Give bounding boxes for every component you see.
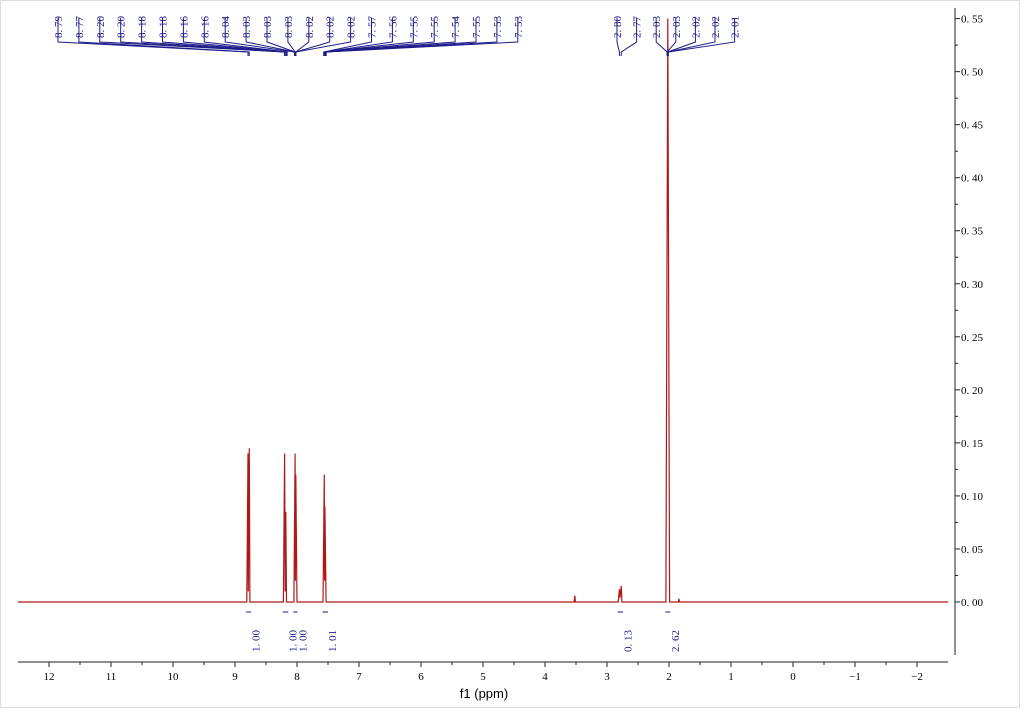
y-tick-label: 0. 00 <box>961 597 984 609</box>
peak-label: 2. 02 <box>710 16 722 38</box>
x-tick-label: 0 <box>790 671 796 683</box>
peak-label: 8. 77 <box>74 16 86 39</box>
integral-label: 0. 13 <box>622 630 634 653</box>
peak-label: 8. 03 <box>283 16 295 39</box>
peak-label: 2. 02 <box>690 16 702 38</box>
peak-label: 8. 02 <box>304 16 316 38</box>
y-tick-label: 0. 25 <box>961 332 984 344</box>
x-tick-label: 11 <box>106 671 117 683</box>
peak-label: 8. 02 <box>346 16 358 38</box>
peak-label: 8. 16 <box>178 16 190 39</box>
peak-label: 8. 79 <box>53 16 65 39</box>
peak-label: 8. 03 <box>262 16 274 39</box>
peak-leader <box>324 18 477 56</box>
peak-leader <box>224 18 296 56</box>
x-tick-label: 5 <box>480 671 486 683</box>
x-tick-label: 8 <box>294 671 300 683</box>
peak-label: 2. 03 <box>671 16 683 39</box>
peak-leader <box>325 18 456 56</box>
x-tick-label: 1 <box>728 671 734 683</box>
peak-leader <box>323 18 393 56</box>
x-tick-label: −2 <box>911 671 923 683</box>
integral-label: 1. 01 <box>327 630 339 652</box>
x-tick-label: −1 <box>849 671 861 683</box>
x-tick-label: 2 <box>666 671 672 683</box>
peak-leader <box>325 18 519 56</box>
peak-leader <box>120 18 286 56</box>
y-tick-label: 0. 35 <box>961 226 984 238</box>
peak-label: 7. 54 <box>450 16 462 39</box>
y-tick-label: 0. 30 <box>961 279 984 291</box>
peak-leader <box>667 18 736 56</box>
x-tick-label: 9 <box>232 671 238 683</box>
y-tick-label: 0. 15 <box>961 438 984 450</box>
x-tick-label: 6 <box>418 671 424 683</box>
peak-label: 2. 03 <box>651 16 663 39</box>
peak-label: 7. 55 <box>429 16 441 39</box>
spectrum-line <box>18 18 948 603</box>
peak-label: 2. 01 <box>730 16 742 38</box>
peak-leader <box>57 18 249 56</box>
x-tick-label: 3 <box>604 671 610 683</box>
peak-leader <box>287 18 296 56</box>
peak-label: 8. 20 <box>116 16 128 39</box>
y-tick-label: 0. 05 <box>961 544 984 556</box>
x-tick-label: 12 <box>44 671 55 683</box>
peak-label: 8. 04 <box>220 16 232 39</box>
peak-label: 2. 80 <box>612 16 624 39</box>
x-tick-label: 10 <box>168 671 180 683</box>
peak-label: 2. 77 <box>632 16 644 39</box>
peak-leader <box>616 18 620 56</box>
y-tick-label: 0. 20 <box>961 385 984 397</box>
integral-label: 1. 00 <box>251 630 263 653</box>
peak-label: 7. 57 <box>367 16 379 39</box>
peak-leader <box>620 18 638 56</box>
x-tick-label: 4 <box>542 671 548 683</box>
peak-label: 7. 53 <box>513 16 525 39</box>
peak-label: 8. 18 <box>158 16 170 39</box>
y-tick-label: 0. 55 <box>961 14 984 26</box>
peak-leader <box>666 18 677 56</box>
peak-label: 8. 20 <box>95 16 107 39</box>
peak-leader <box>203 18 288 56</box>
peak-label: 7. 56 <box>387 16 399 39</box>
y-tick-label: 0. 40 <box>961 173 984 185</box>
x-tick-label: 7 <box>356 671 362 683</box>
integral-label: 2. 62 <box>670 630 682 652</box>
integral-label: 1. 00 <box>288 630 300 653</box>
peak-label: 7. 55 <box>471 16 483 39</box>
peak-leader <box>295 18 352 56</box>
x-axis-label: f1 (ppm) <box>460 686 508 701</box>
peak-label: 7. 53 <box>492 16 504 39</box>
y-tick-label: 0. 50 <box>961 67 984 79</box>
y-tick-label: 0. 45 <box>961 120 984 132</box>
integral-label: 1. 00 <box>297 630 309 653</box>
peak-leader <box>162 18 287 56</box>
peak-leader <box>667 18 716 56</box>
peak-leader <box>323 18 372 56</box>
peak-label: 8. 18 <box>137 16 149 39</box>
peak-label: 8. 16 <box>199 16 211 39</box>
peak-leader <box>78 18 250 56</box>
peak-label: 8. 03 <box>241 16 253 39</box>
y-tick-label: 0. 10 <box>961 491 984 503</box>
peak-label: 7. 55 <box>408 16 420 39</box>
peak-label: 8. 02 <box>325 16 337 38</box>
